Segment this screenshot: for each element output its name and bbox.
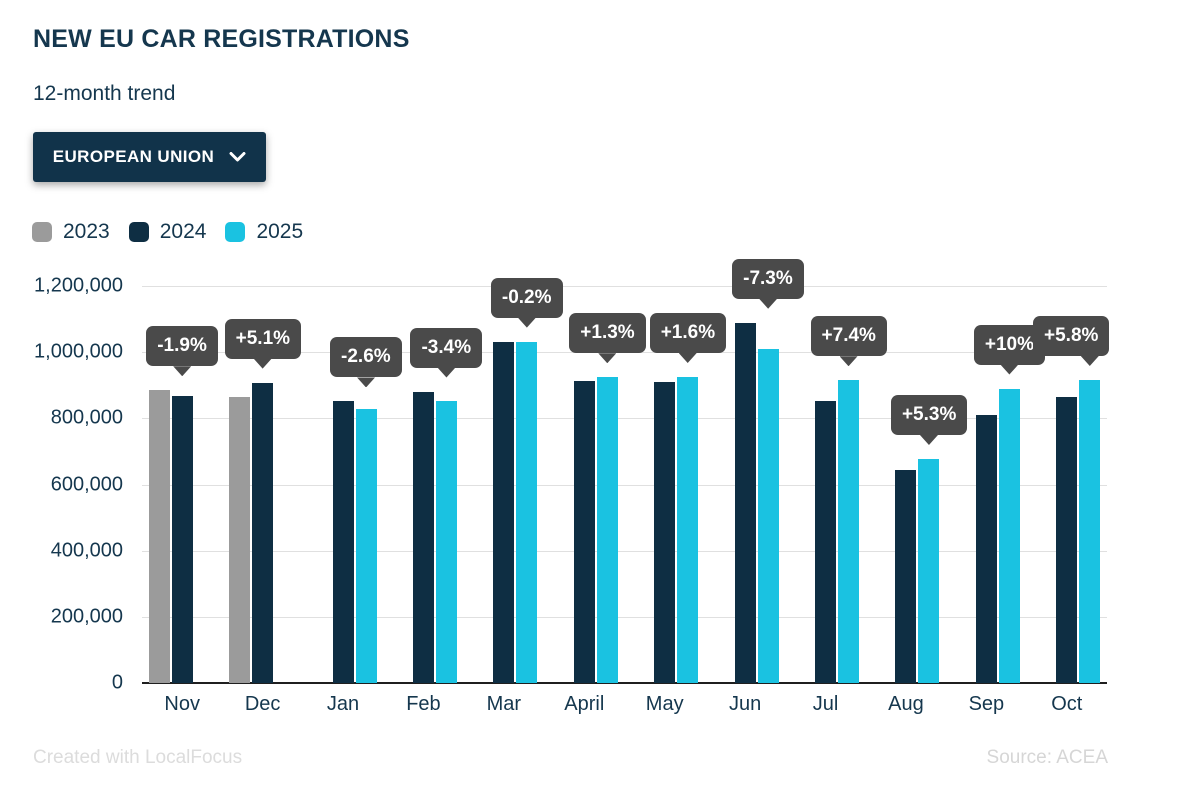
bar-2024-Sep[interactable] [975,415,997,683]
change-tooltip-May: +1.6% [649,312,727,363]
bar-2024-Jul[interactable] [815,401,837,683]
change-tooltip-Aug: +5.3% [890,395,968,446]
legend-label: 2025 [256,220,304,243]
bar-2025-Jul[interactable] [838,380,860,683]
bar-2025-April[interactable] [596,377,618,683]
tooltip-tail [759,298,778,309]
tooltip-tail [357,377,376,388]
tooltip-tail [839,356,858,367]
bar-2024-May[interactable] [654,381,676,683]
legend-label: 2024 [159,220,207,243]
change-tooltip-Oct: +5.8% [1033,315,1110,366]
change-tooltip-April: +1.3% [569,313,646,364]
plot-area: Nov Dec Jan Feb Mar April May Jun Jul Aug Sep Oct -1… [142,258,1110,715]
x-tick-label-Jun: Jun [729,693,762,715]
tooltip-tail [1080,355,1099,366]
tooltip-tail [1000,364,1019,375]
gridline [142,286,1107,287]
y-tick-label: 400,000 [50,539,123,562]
change-tooltip-Mar: -0.2% [490,277,563,328]
y-tick-label: 1,200,000 [34,274,123,297]
tooltip-tail [437,367,456,378]
gridline [142,418,1107,420]
tooltip-tail [517,317,536,328]
legend-item-2025: 2025 [225,220,303,244]
x-tick-label-Sep: Sep [968,693,1005,715]
x-tick-label-Oct: Oct [1051,693,1083,715]
tooltip-tail [173,366,192,377]
x-tick-label-Jul: Jul [812,693,839,715]
bar-2023-Dec[interactable] [229,397,251,683]
region-dropdown-label: EUROPEAN UNION [52,147,215,166]
bar-2024-Jan[interactable] [332,401,354,683]
x-tick-label-May: May [645,693,684,715]
bar-2025-Jan[interactable] [355,408,377,683]
legend-swatch-2023 [32,222,52,242]
y-axis-labels: 0 200,000 400,000 600,000 800,000 1,000,000 1,… [0,275,123,694]
x-tick-label-Feb: Feb [406,693,441,715]
tooltip-tail [919,435,938,446]
page-title: NEW EU CAR REGISTRATIONS [33,25,410,53]
y-tick-label: 200,000 [50,605,123,628]
y-tick-label: 1,000,000 [34,340,123,363]
chevron-down-icon [229,152,246,162]
tooltip-tail [253,358,272,369]
x-tick-label-Jan: Jan [326,693,360,715]
bar-2024-Dec[interactable] [252,382,274,683]
y-tick-label: 600,000 [50,473,123,495]
bar-2025-May[interactable] [677,376,699,683]
bar-2025-Jun[interactable] [757,348,779,683]
bar-2025-Mar[interactable] [516,342,538,683]
bar-2024-Nov[interactable] [171,395,193,683]
x-axis-line [142,682,1107,684]
legend-swatch-2024 [128,222,149,242]
legend-item-2023: 2023 [32,220,110,244]
x-tick-label-April: April [564,693,605,715]
y-tick-label: 0 [111,671,123,694]
bar-2023-Nov[interactable] [148,390,170,683]
region-dropdown[interactable]: EUROPEAN UNION [33,132,266,182]
legend-swatch-2025 [225,222,246,242]
bar-2024-Oct[interactable] [1056,396,1078,683]
x-tick-label-Mar: Mar [486,693,522,715]
change-tooltip-Jul: +7.4% [810,316,887,367]
change-tooltip-Jan: -2.6% [330,337,402,388]
bar-2025-Oct[interactable] [1079,379,1101,683]
credit-text: Created with LocalFocus [33,747,243,768]
x-tick-label-Aug: Aug [888,693,924,715]
bar-2024-April[interactable] [573,381,595,683]
change-tooltip-Jun: -7.3% [732,258,804,309]
legend-label: 2023 [63,220,110,243]
tooltip-tail [678,352,697,363]
x-tick-label-Dec: Dec [244,693,281,715]
gridline [142,616,1107,618]
bar-2024-Jun[interactable] [734,322,756,683]
legend: 2023 2024 2025 [32,220,303,244]
chart-subtitle: 12-month trend [33,82,176,105]
bar-2024-Aug[interactable] [895,470,917,683]
source-text: Source: ACEA [986,747,1108,768]
legend-item-2024: 2024 [128,220,207,244]
bar-2025-Sep[interactable] [998,388,1020,683]
bar-2025-Aug[interactable] [918,459,940,683]
x-tick-label-Nov: Nov [164,693,200,715]
change-tooltip-Feb: -3.4% [410,327,483,378]
bar-2024-Mar[interactable] [493,341,515,683]
y-tick-label: 800,000 [50,406,123,429]
gridline [142,484,1107,486]
bar-2024-Feb[interactable] [412,391,434,683]
change-tooltip-Nov: -1.9% [146,326,218,377]
gridline [142,550,1107,552]
tooltip-tail [598,353,617,364]
change-tooltip-Dec: +5.1% [224,318,302,369]
bar-2025-Feb[interactable] [435,401,457,683]
